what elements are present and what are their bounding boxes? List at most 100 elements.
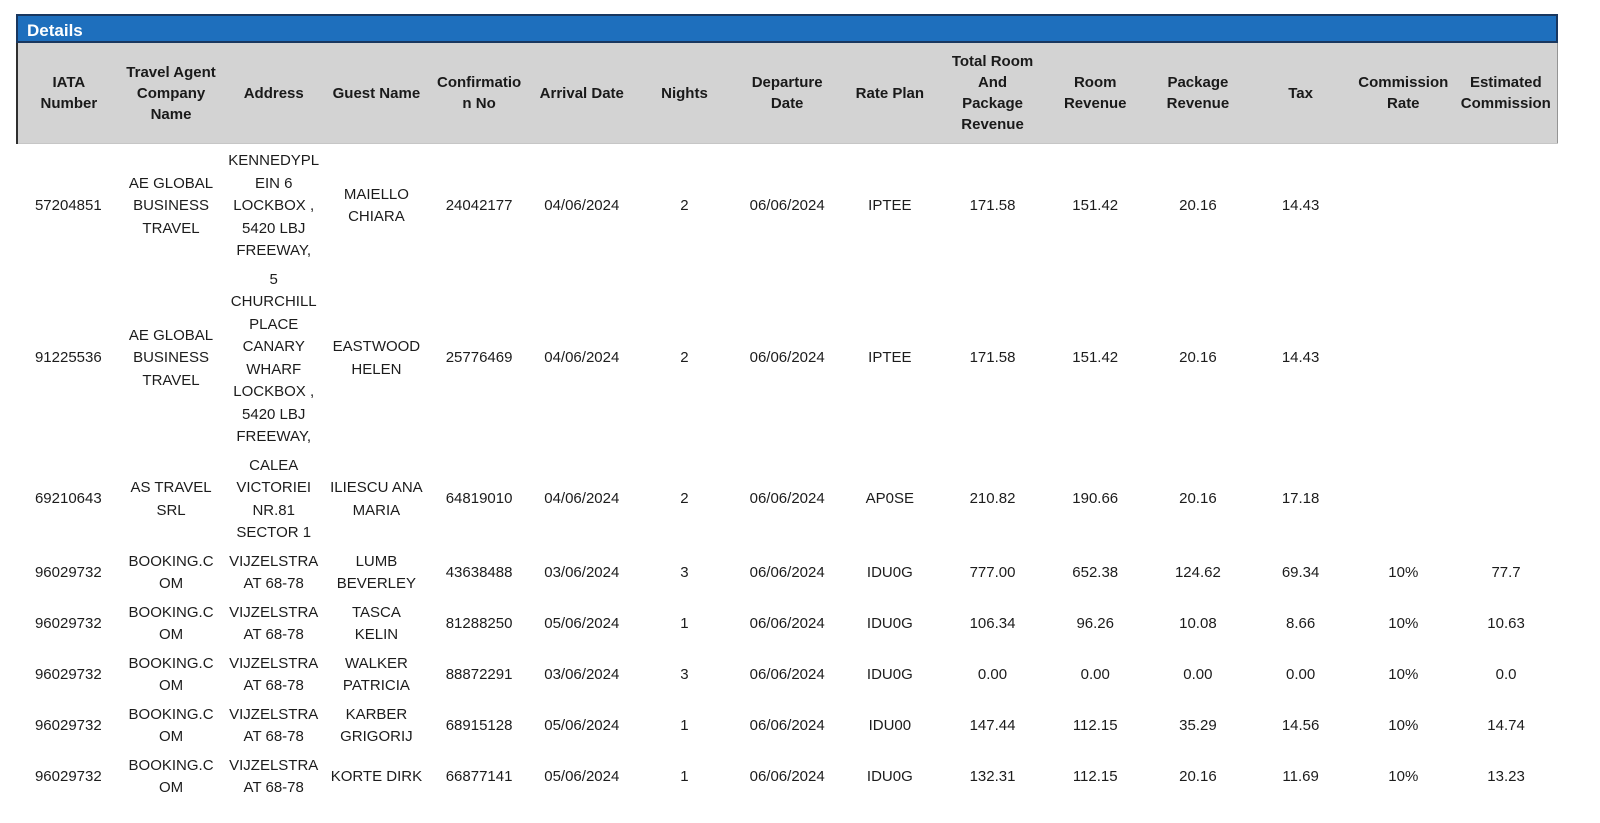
column-header-arrival-date: Arrival Date — [530, 43, 634, 144]
column-header-confirmation-no: Confirmation No — [427, 43, 531, 144]
table-cell-travel-agent-company-name: BOOKING.COM — [119, 751, 223, 803]
column-header-package-revenue: Package Revenue — [1146, 43, 1250, 144]
table-cell-estimated-commission — [1454, 143, 1558, 266]
table-cell-total-room-and-package-revenue: 0.00 — [941, 649, 1044, 701]
table-cell-iata-number: 96029732 — [17, 547, 120, 599]
table-cell-estimated-commission: 77.7 — [1454, 547, 1558, 599]
table-cell-guest-name: EASTWOOD HELEN — [325, 265, 428, 452]
panel-title: Details — [27, 21, 83, 40]
table-cell-nights: 2 — [633, 265, 736, 452]
table-cell-room-revenue: 151.42 — [1043, 265, 1147, 452]
table-cell-departure-date: 06/06/2024 — [735, 700, 839, 752]
column-header-travel-agent-company-name: Travel Agent Company Name — [119, 43, 223, 144]
column-header-address: Address — [222, 43, 326, 144]
table-cell-package-revenue: 0.00 — [1146, 649, 1250, 701]
table-cell-departure-date: 06/06/2024 — [735, 143, 839, 266]
table-cell-package-revenue: 35.29 — [1146, 700, 1250, 752]
table-cell-commission-rate — [1351, 143, 1455, 266]
table-cell-travel-agent-company-name: AS TRAVEL SRL — [119, 451, 223, 548]
table-cell-room-revenue: 652.38 — [1043, 547, 1147, 599]
table-cell-commission-rate: 10% — [1351, 649, 1455, 701]
table-cell-estimated-commission: 0.0 — [1454, 649, 1558, 701]
table-row: 96029732 BOOKING.COM VIJZELSTRAAT 68-78 KOR… — [17, 751, 1558, 803]
table-cell-arrival-date: 04/06/2024 — [530, 143, 634, 266]
table-cell-room-revenue: 190.66 — [1043, 451, 1147, 548]
column-header-commission-rate: Commission Rate — [1351, 43, 1455, 144]
table-cell-travel-agent-company-name: BOOKING.COM — [119, 649, 223, 701]
table-cell-address: VIJZELSTRAAT 68-78 — [222, 547, 326, 599]
panel-title-bar: Details — [16, 14, 1558, 43]
table-cell-travel-agent-company-name: BOOKING.COM — [119, 598, 223, 650]
table-cell-commission-rate — [1351, 265, 1455, 452]
table-cell-total-room-and-package-revenue: 147.44 — [941, 700, 1044, 752]
table-cell-rate-plan: IPTEE — [838, 143, 942, 266]
table-cell-guest-name: WALKER PATRICIA — [325, 649, 428, 701]
column-header-iata-number: IATA Number — [16, 43, 120, 144]
table-cell-iata-number: 96029732 — [17, 700, 120, 752]
table-cell-rate-plan: IDU0G — [838, 649, 942, 701]
table-cell-address: VIJZELSTRAAT 68-78 — [222, 700, 326, 752]
table-cell-guest-name: MAIELLO CHIARA — [325, 143, 428, 266]
table-cell-rate-plan: IDU0G — [838, 547, 942, 599]
table-cell-arrival-date: 03/06/2024 — [530, 649, 634, 701]
table-cell-arrival-date: 05/06/2024 — [530, 751, 634, 803]
table-cell-estimated-commission: 13.23 — [1454, 751, 1558, 803]
table-cell-arrival-date: 05/06/2024 — [530, 700, 634, 752]
table-cell-rate-plan: AP0SE — [838, 451, 942, 548]
table-cell-package-revenue: 20.16 — [1146, 143, 1250, 266]
table-cell-nights: 1 — [633, 700, 736, 752]
table-cell-package-revenue: 10.08 — [1146, 598, 1250, 650]
table-cell-room-revenue: 112.15 — [1043, 700, 1147, 752]
table-cell-iata-number: 96029732 — [17, 598, 120, 650]
table-cell-total-room-and-package-revenue: 132.31 — [941, 751, 1044, 803]
table-cell-address: 5 CHURCHILL PLACE CANARY WHARF LOCKBOX ,… — [222, 265, 326, 452]
table-row: 96029732 BOOKING.COM VIJZELSTRAAT 68-78 WAL… — [17, 649, 1558, 701]
table-cell-travel-agent-company-name: AE GLOBAL BUSINESS TRAVEL — [119, 143, 223, 266]
table-cell-tax: 0.00 — [1249, 649, 1352, 701]
table-cell-guest-name: ILIESCU ANA MARIA — [325, 451, 428, 548]
table-cell-departure-date: 06/06/2024 — [735, 649, 839, 701]
table-cell-arrival-date: 04/06/2024 — [530, 265, 634, 452]
table-cell-confirmation-no: 88872291 — [427, 649, 531, 701]
table-cell-confirmation-no: 81288250 — [427, 598, 531, 650]
table-cell-travel-agent-company-name: AE GLOBAL BUSINESS TRAVEL — [119, 265, 223, 452]
table-body: 57204851 AE GLOBAL BUSINESS TRAVEL KENNEDY… — [17, 143, 1558, 803]
table-cell-iata-number: 96029732 — [17, 649, 120, 701]
table-cell-departure-date: 06/06/2024 — [735, 751, 839, 803]
table-row: 96029732 BOOKING.COM VIJZELSTRAAT 68-78 LUM… — [17, 547, 1558, 599]
table-cell-tax: 69.34 — [1249, 547, 1352, 599]
table-cell-guest-name: KARBER GRIGORIJ — [325, 700, 428, 752]
table-cell-departure-date: 06/06/2024 — [735, 265, 839, 452]
table-cell-total-room-and-package-revenue: 171.58 — [941, 265, 1044, 452]
table-cell-room-revenue: 112.15 — [1043, 751, 1147, 803]
table-cell-guest-name: KORTE DIRK — [325, 751, 428, 803]
column-header-room-revenue: Room Revenue — [1043, 43, 1147, 144]
table-header-row: IATA Number Travel Agent Company Name Addr… — [16, 43, 1558, 144]
column-header-departure-date: Departure Date — [735, 43, 839, 144]
table-cell-iata-number: 96029732 — [17, 751, 120, 803]
table-cell-total-room-and-package-revenue: 777.00 — [941, 547, 1044, 599]
table-cell-package-revenue: 20.16 — [1146, 265, 1250, 452]
table-cell-guest-name: TASCA KELIN — [325, 598, 428, 650]
table-cell-estimated-commission — [1454, 451, 1558, 548]
table-cell-address: CALEA VICTORIEI NR.81 SECTOR 1 — [222, 451, 326, 548]
table-row: 57204851 AE GLOBAL BUSINESS TRAVEL KENNEDY… — [17, 143, 1558, 266]
table-cell-commission-rate: 10% — [1351, 700, 1455, 752]
table-cell-confirmation-no: 43638488 — [427, 547, 531, 599]
table-cell-nights: 1 — [633, 751, 736, 803]
column-header-tax: Tax — [1249, 43, 1352, 144]
table-cell-travel-agent-company-name: BOOKING.COM — [119, 700, 223, 752]
table-cell-tax: 11.69 — [1249, 751, 1352, 803]
table-cell-commission-rate: 10% — [1351, 547, 1455, 599]
table-cell-commission-rate: 10% — [1351, 751, 1455, 803]
table-cell-rate-plan: IDU0G — [838, 598, 942, 650]
table-cell-arrival-date: 03/06/2024 — [530, 547, 634, 599]
table-cell-departure-date: 06/06/2024 — [735, 598, 839, 650]
table-cell-arrival-date: 05/06/2024 — [530, 598, 634, 650]
table-cell-estimated-commission — [1454, 265, 1558, 452]
column-header-estimated-commission: Estimated Commission — [1454, 43, 1558, 144]
table-row: 96029732 BOOKING.COM VIJZELSTRAAT 68-78 KAR… — [17, 700, 1558, 752]
table-cell-total-room-and-package-revenue: 171.58 — [941, 143, 1044, 266]
table-cell-estimated-commission: 10.63 — [1454, 598, 1558, 650]
table-cell-tax: 14.56 — [1249, 700, 1352, 752]
